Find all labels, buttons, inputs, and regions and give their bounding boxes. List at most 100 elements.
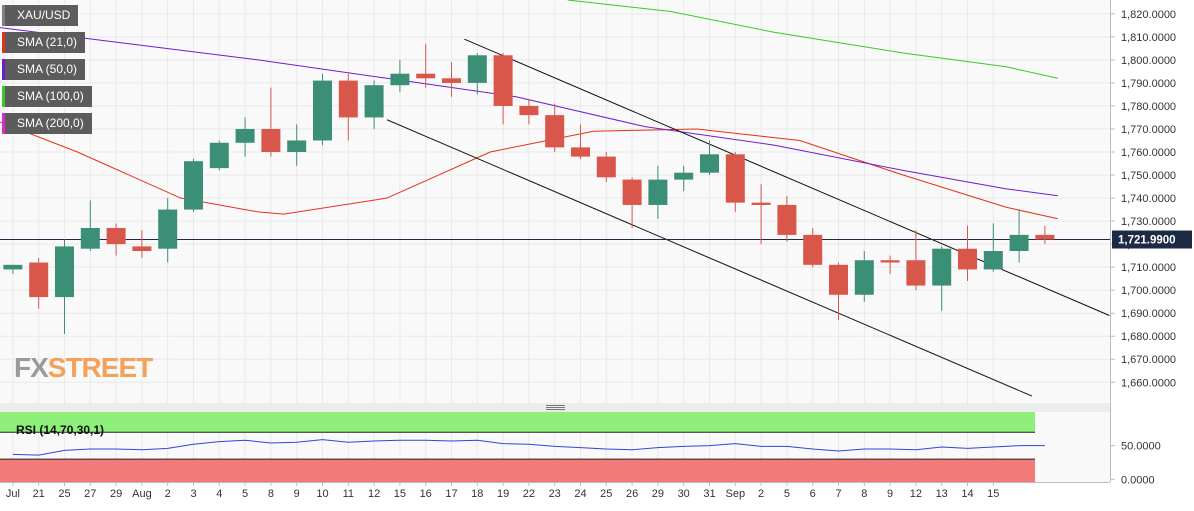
candle[interactable] xyxy=(777,195,797,242)
candle[interactable] xyxy=(493,52,513,125)
candle[interactable] xyxy=(1009,209,1029,263)
date-tick-label: 14 xyxy=(961,488,973,500)
candle[interactable] xyxy=(829,262,848,321)
price-tick-label: 1,730.0000 xyxy=(1121,216,1176,228)
candle[interactable] xyxy=(467,52,487,95)
candle[interactable] xyxy=(648,165,668,219)
candle-body xyxy=(622,179,642,205)
candle[interactable] xyxy=(209,140,229,171)
candle-body xyxy=(751,202,771,205)
candle[interactable] xyxy=(983,223,1003,272)
candle[interactable] xyxy=(132,230,152,258)
current-price-label: 1,721.9900 xyxy=(1118,235,1176,247)
candle[interactable] xyxy=(29,257,49,309)
date-tick-label: 12 xyxy=(368,488,380,500)
candle-body xyxy=(158,209,178,249)
candle[interactable] xyxy=(622,177,642,228)
candle[interactable] xyxy=(1035,225,1055,245)
candle-body xyxy=(700,154,719,173)
fxstreet-logo: FXSTREET xyxy=(14,352,153,384)
axes: 1,660.0000 1,670.0000 1,680.0000 1,690.0000… xyxy=(0,0,1192,500)
candle-body xyxy=(416,73,436,79)
rsi-oversold-zone xyxy=(0,459,1035,482)
date-tick-label: 7 xyxy=(835,488,841,500)
candle-body xyxy=(29,262,49,298)
candle-body xyxy=(725,154,745,203)
date-tick-label: 18 xyxy=(471,488,483,500)
candle-body xyxy=(571,147,590,157)
candle[interactable] xyxy=(519,99,539,125)
candle[interactable] xyxy=(80,200,100,252)
candle-body xyxy=(390,73,410,86)
date-tick-label: 2 xyxy=(758,488,764,500)
candle[interactable] xyxy=(906,230,926,291)
date-tick-label: 6 xyxy=(810,488,816,500)
pane-divider[interactable] xyxy=(0,403,1110,412)
candle[interactable] xyxy=(390,59,410,93)
candle[interactable] xyxy=(261,87,281,157)
legend-item[interactable]: SMA (200,0) xyxy=(2,113,92,134)
price-tick-label: 1,660.0000 xyxy=(1121,377,1176,389)
candle[interactable] xyxy=(854,251,874,302)
candles[interactable] xyxy=(3,43,1055,334)
candle[interactable] xyxy=(700,140,719,176)
candle[interactable] xyxy=(106,223,126,256)
candle-body xyxy=(338,80,358,118)
candle-body xyxy=(906,260,926,286)
candle[interactable] xyxy=(287,124,307,166)
candle[interactable] xyxy=(571,124,590,159)
date-tick-label: 24 xyxy=(574,488,586,500)
candle-body xyxy=(674,172,694,180)
candle-body xyxy=(313,80,332,141)
candle[interactable] xyxy=(364,80,384,129)
candle[interactable] xyxy=(416,43,436,88)
date-tick-label: 29 xyxy=(652,488,664,500)
price-tick-label: 1,760.0000 xyxy=(1121,147,1176,159)
price-tick-label: 1,770.0000 xyxy=(1121,124,1176,136)
candle-body xyxy=(545,115,565,148)
candle[interactable] xyxy=(158,198,178,263)
candle[interactable] xyxy=(932,246,952,311)
moving-averages xyxy=(0,0,1058,220)
candle-body xyxy=(442,78,461,83)
candle[interactable] xyxy=(3,264,23,275)
candle[interactable] xyxy=(235,117,255,157)
price-tick-label: 1,810.0000 xyxy=(1121,32,1176,44)
candle-body xyxy=(803,234,823,265)
legend-item[interactable]: SMA (21,0) xyxy=(2,32,86,53)
candle-body xyxy=(983,251,1003,270)
date-tick-label: 8 xyxy=(268,488,274,500)
candle[interactable] xyxy=(442,62,461,97)
legend-item[interactable]: SMA (100,0) xyxy=(2,86,92,107)
date-tick-label: 23 xyxy=(549,488,561,500)
price-tick-label: 1,800.0000 xyxy=(1121,55,1176,67)
candle[interactable] xyxy=(313,73,332,146)
date-tick-label: 5 xyxy=(242,488,248,500)
candle[interactable] xyxy=(55,239,74,334)
candle[interactable] xyxy=(803,227,823,268)
candle[interactable] xyxy=(751,184,771,245)
candle-body xyxy=(854,260,874,295)
current-price-tag[interactable] xyxy=(1112,230,1192,249)
candle-body xyxy=(80,227,100,249)
candle-body xyxy=(519,105,539,116)
date-tick-label: 9 xyxy=(887,488,893,500)
candle-body xyxy=(235,128,255,143)
candle[interactable] xyxy=(184,158,203,212)
legend-item[interactable]: SMA (50,0) xyxy=(2,59,86,80)
date-tick-label: 21 xyxy=(33,488,45,500)
date-tick-label: Jul xyxy=(6,488,20,500)
candle[interactable] xyxy=(725,151,745,212)
candle[interactable] xyxy=(338,73,358,141)
candle[interactable] xyxy=(958,225,977,281)
candle-body xyxy=(1009,234,1029,252)
candle[interactable] xyxy=(880,255,900,275)
candle[interactable] xyxy=(674,165,694,192)
candle[interactable] xyxy=(596,151,616,182)
candle-body xyxy=(932,248,952,286)
candle[interactable] xyxy=(545,103,565,152)
legend-item[interactable]: XAU/USD xyxy=(2,5,79,26)
date-tick-label: Sep xyxy=(726,488,746,500)
price-tick-label: 1,790.0000 xyxy=(1121,78,1176,90)
